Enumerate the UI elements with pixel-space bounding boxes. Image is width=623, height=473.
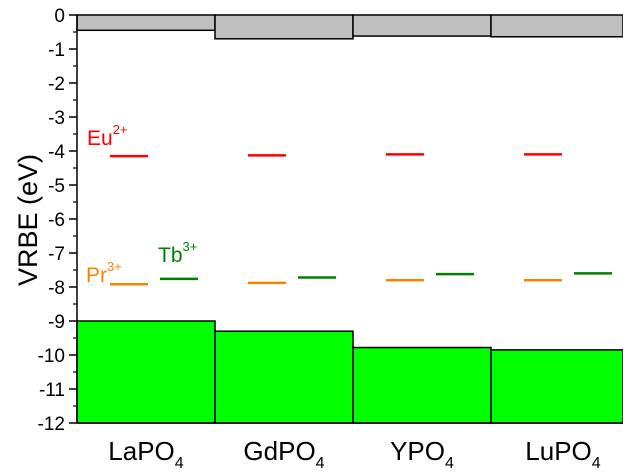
valence-band-bar	[352, 346, 492, 424]
y-tick-label: -10	[38, 346, 65, 367]
y-tick-label: -9	[48, 312, 65, 333]
plot-area	[76, 14, 623, 424]
y-tick-label: -6	[48, 210, 65, 231]
y-tick-label: -3	[48, 108, 65, 129]
conduction-band-bar	[76, 14, 216, 32]
x-category-label: YPO4	[390, 436, 454, 472]
x-category-label: GdPO4	[243, 436, 324, 472]
x-category-label: LuPO4	[525, 436, 601, 472]
y-tick-label: 0	[54, 6, 65, 27]
valence-band-bar	[76, 320, 216, 424]
x-category-label: LaPO4	[108, 436, 184, 472]
labels: 0 -1 -2 -3 -4 -5 -6 -7 -8 -9 -10 -11 -12 LaPO4 GdPO4 YP…	[13, 6, 601, 472]
ion-label-eu: Eu2+	[87, 122, 128, 150]
y-tick-label: -2	[48, 74, 65, 95]
y-tick-label: -12	[38, 414, 65, 435]
y-tick-label: -5	[48, 176, 65, 197]
y-tick-label: -4	[48, 142, 65, 163]
y-tick-label: -11	[39, 380, 65, 401]
y-tick-label: -8	[48, 278, 65, 299]
y-tick-label: -7	[48, 244, 65, 265]
valence-band-bar	[214, 330, 354, 424]
energy-levels	[110, 153, 612, 286]
conduction-band-bar	[352, 14, 492, 37]
conduction-band-bar	[490, 14, 623, 38]
ion-label-tb: Tb3+	[158, 239, 197, 267]
ion-label-pr: Pr3+	[86, 259, 122, 287]
y-tick-label: -1	[48, 40, 65, 61]
conduction-band-bar	[214, 14, 354, 40]
y-axis-label: VRBE (eV)	[13, 154, 43, 286]
axes	[69, 14, 623, 424]
valence-band-bar	[490, 349, 623, 424]
